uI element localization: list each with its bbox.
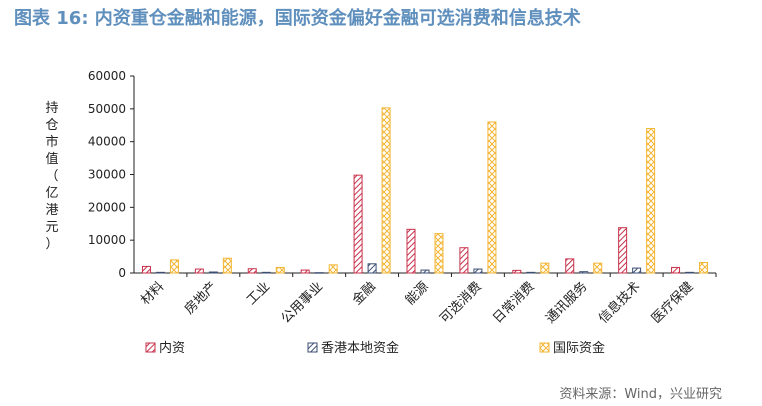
bar-hongkong-10 bbox=[685, 271, 695, 274]
y-tick-label: 30000 bbox=[88, 168, 126, 182]
chart-title: 图表 16: 内资重仓金融和能源，国际资金偏好金融可选消费和信息技术 bbox=[14, 8, 581, 29]
bar-international-8 bbox=[593, 262, 603, 274]
x-tick-label: 材料 bbox=[138, 279, 167, 308]
bar-domestic-1 bbox=[194, 268, 204, 274]
bar-international-0 bbox=[169, 259, 179, 274]
y-axis-label: 持仓市值（亿港元） bbox=[45, 101, 58, 252]
bar-domestic-0 bbox=[141, 265, 151, 274]
y-tick-label: 20000 bbox=[88, 200, 126, 214]
x-tick-label: 房地产 bbox=[181, 279, 220, 318]
y-tick-label: 10000 bbox=[88, 233, 126, 247]
legend-label-international: 国际资金 bbox=[553, 340, 605, 356]
x-tick-label: 金融 bbox=[349, 279, 379, 309]
bar-hongkong-2 bbox=[261, 271, 271, 274]
bar-domestic-7 bbox=[512, 269, 522, 274]
x-tick-label: 工业 bbox=[244, 279, 273, 308]
bar-international-9 bbox=[646, 128, 656, 274]
bar-domestic-4 bbox=[353, 174, 363, 274]
x-tick-label: 通讯服务 bbox=[542, 279, 590, 327]
y-tick-label: 60000 bbox=[88, 69, 126, 83]
bar-international-10 bbox=[699, 261, 709, 274]
bar-hongkong-5 bbox=[420, 269, 430, 274]
x-tick-label: 能源 bbox=[403, 279, 432, 308]
bar-hongkong-0 bbox=[155, 271, 165, 274]
legend-swatch-international bbox=[539, 342, 550, 353]
bar-domestic-3 bbox=[300, 269, 310, 274]
bar-international-2 bbox=[275, 266, 285, 274]
bar-hongkong-1 bbox=[208, 271, 218, 274]
bar-international-3 bbox=[328, 264, 338, 274]
legend-swatch-domestic bbox=[145, 342, 156, 353]
source-note: 资料来源：Wind，兴业研究 bbox=[559, 387, 722, 402]
bar-hongkong-8 bbox=[579, 271, 589, 274]
y-tick-label: 0 bbox=[118, 266, 126, 280]
bar-hongkong-7 bbox=[526, 271, 536, 274]
x-tick-label: 信息技术 bbox=[595, 279, 643, 327]
bar-international-5 bbox=[434, 233, 444, 274]
bar-hongkong-3 bbox=[314, 272, 324, 274]
bar-hongkong-4 bbox=[367, 263, 377, 274]
bar-domestic-10 bbox=[671, 266, 681, 274]
bar-domestic-8 bbox=[565, 258, 575, 274]
x-tick-label: 公用事业 bbox=[279, 279, 326, 326]
bar-domestic-6 bbox=[459, 247, 469, 274]
legend-label-domestic: 内资 bbox=[159, 340, 185, 356]
x-tick-label: 日常消费 bbox=[490, 279, 537, 326]
bar-international-7 bbox=[540, 262, 550, 274]
bar-domestic-2 bbox=[247, 268, 257, 274]
legend-swatch-hongkong bbox=[307, 342, 318, 353]
bar-international-4 bbox=[381, 107, 391, 274]
bar-hongkong-6 bbox=[473, 268, 483, 274]
bar-international-6 bbox=[487, 121, 497, 274]
bar-domestic-9 bbox=[618, 227, 628, 274]
legend-label-hongkong: 香港本地资金 bbox=[321, 340, 399, 356]
x-tick-label: 医疗保健 bbox=[649, 279, 696, 326]
bar-hongkong-9 bbox=[632, 267, 642, 274]
y-tick-label: 50000 bbox=[88, 102, 126, 116]
bar-domestic-5 bbox=[406, 228, 416, 274]
y-tick-label: 40000 bbox=[88, 135, 126, 149]
x-tick-label: 可选消费 bbox=[437, 279, 484, 326]
bar-international-1 bbox=[222, 257, 232, 274]
